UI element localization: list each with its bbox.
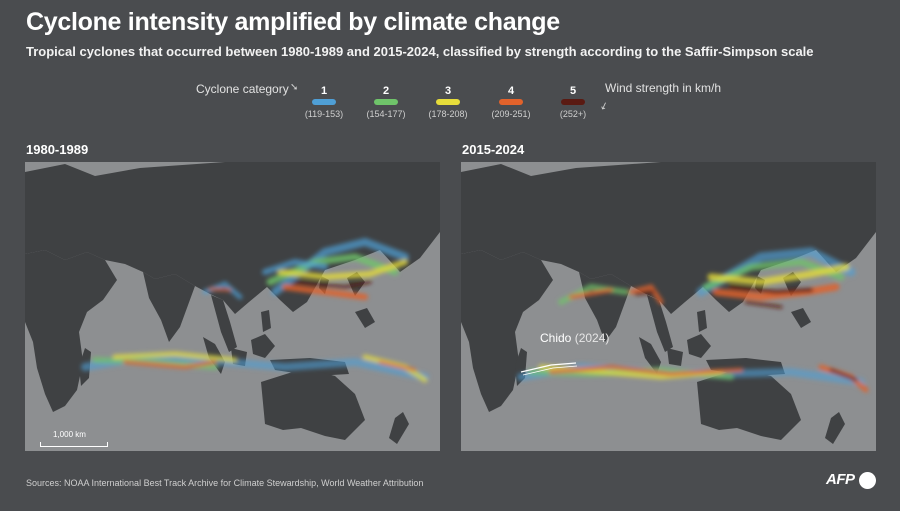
map-2015-2024-svg (461, 162, 876, 444)
afp-logo: AFP (826, 471, 855, 488)
legend-title: Cyclone category (196, 82, 289, 96)
chido-name: Chido (540, 331, 572, 345)
legend-item-cat1: 1 (119-153) (294, 85, 354, 119)
landmass (25, 162, 440, 444)
legend-cat-number: 1 (320, 85, 328, 97)
cyclone-tracks (81, 237, 429, 383)
chido-track-outline (522, 365, 578, 376)
legend-swatch (374, 99, 398, 105)
legend-cat-number: 4 (507, 85, 515, 97)
legend-cat-number: 5 (569, 85, 577, 97)
map-1980-1989-svg (25, 162, 440, 444)
page-subtitle: Tropical cyclones that occurred between … (26, 44, 814, 59)
panel-label-1980s: 1980-1989 (26, 142, 89, 157)
landmass (461, 162, 876, 444)
legend-item-cat2: 2 (154-177) (356, 85, 416, 119)
map-2015-2024 (461, 162, 876, 451)
chido-year: (2024) (574, 331, 610, 345)
legend-arrow-icon: ➘ (290, 82, 299, 93)
legend-cat-number: 3 (444, 85, 452, 97)
legend-swatch (561, 99, 585, 105)
legend-wind-label: Wind strength in km/h (605, 81, 722, 95)
legend-item-cat3: 3 (178-208) (418, 85, 478, 119)
legend-cat-range: (154-177) (366, 109, 406, 119)
legend-swatch (436, 99, 460, 105)
scale-bar (40, 442, 108, 447)
legend-swatch (499, 99, 523, 105)
source-note: Sources: NOAA International Best Track A… (26, 478, 424, 488)
legend-cat-range: (252+) (559, 109, 587, 119)
legend-cat-range: (119-153) (304, 109, 344, 119)
chido-annotation: Chido (2024) (540, 331, 609, 345)
legend-item-cat4: 4 (209-251) (481, 85, 541, 119)
page-title: Cyclone intensity amplified by climate c… (26, 8, 560, 36)
cyclone-tracks (517, 247, 869, 393)
panel-label-2015s: 2015-2024 (462, 142, 525, 157)
legend: Cyclone category ➘ 1 (119-153) 2 (154-17… (0, 76, 900, 126)
chido-track (520, 362, 577, 373)
legend-swatch (312, 99, 336, 105)
legend-cat-range: (209-251) (491, 109, 531, 119)
map-1980-1989 (25, 162, 440, 451)
afp-logo-dot (859, 472, 876, 489)
legend-cat-number: 2 (382, 85, 390, 97)
scale-label: 1,000 km (53, 430, 86, 439)
legend-item-cat5: 5 (252+) (543, 85, 603, 119)
legend-cat-range: (178-208) (428, 109, 468, 119)
